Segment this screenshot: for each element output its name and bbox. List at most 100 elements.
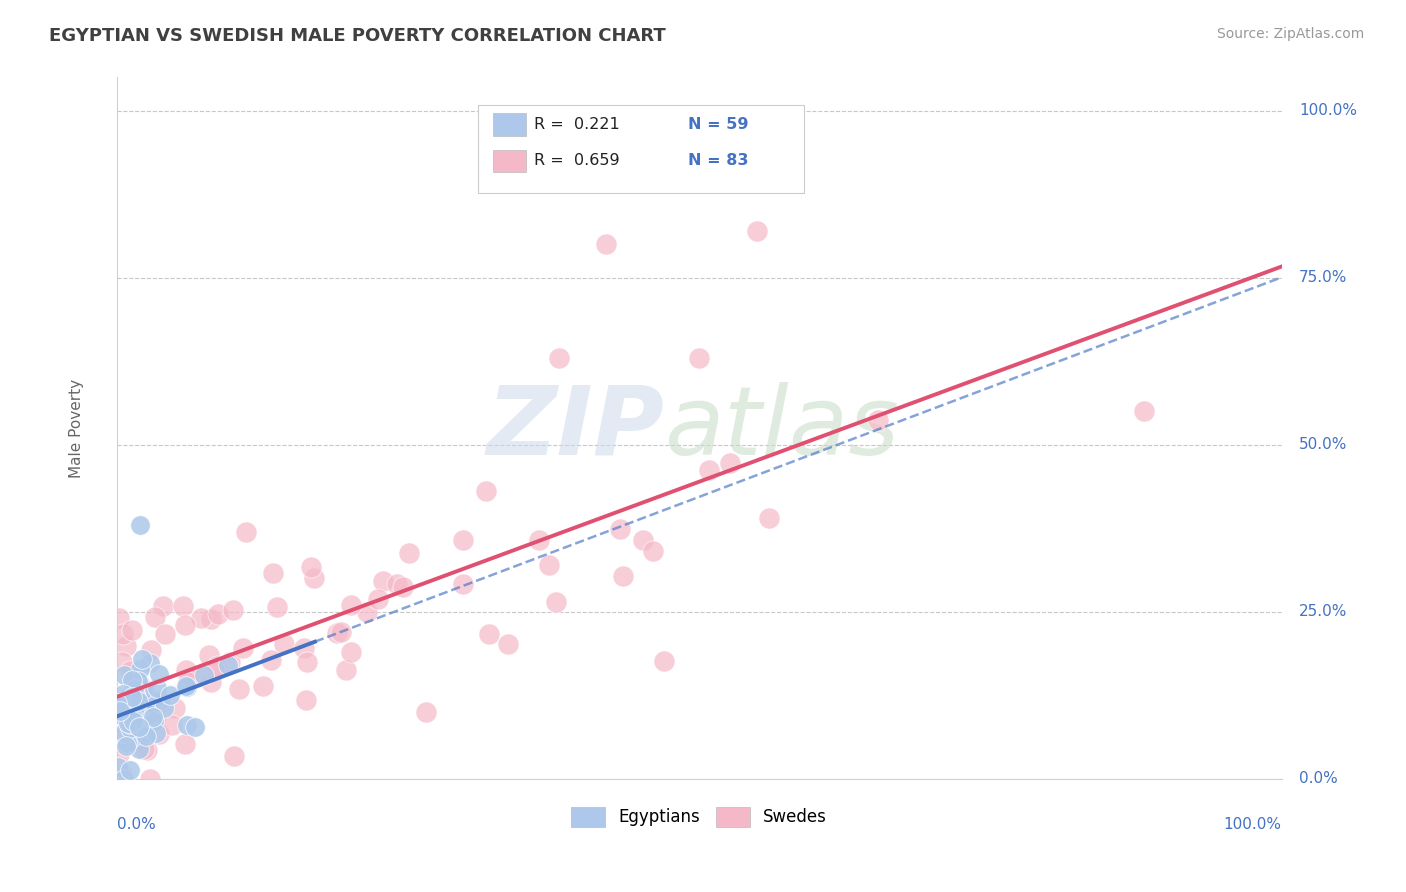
Point (127, 674, 149, 689)
Point (121, 711, 143, 725)
Text: EGYPTIAN VS SWEDISH MALE POVERTY CORRELATION CHART: EGYPTIAN VS SWEDISH MALE POVERTY CORRELA… (49, 27, 666, 45)
Text: Male Poverty: Male Poverty (69, 378, 83, 478)
Point (145, 726, 167, 740)
Point (115, 739, 138, 753)
Text: 0.0%: 0.0% (1299, 772, 1337, 787)
Point (148, 667, 170, 681)
Text: Source: ZipAtlas.com: Source: ZipAtlas.com (1216, 27, 1364, 41)
Point (190, 610, 212, 624)
Point (176, 680, 198, 694)
Point (108, 701, 131, 715)
Point (124, 685, 146, 699)
Point (207, 607, 229, 622)
Point (219, 655, 242, 669)
Point (145, 709, 167, 723)
Point (217, 657, 239, 672)
Point (108, 705, 131, 719)
Text: N = 83: N = 83 (688, 153, 748, 169)
Point (340, 599, 363, 613)
Point (295, 656, 318, 670)
Point (115, 714, 138, 728)
Point (159, 688, 181, 702)
Point (146, 681, 169, 695)
Point (111, 766, 134, 780)
Point (294, 692, 316, 706)
Point (186, 670, 208, 684)
Point (176, 717, 198, 731)
Point (631, 533, 654, 548)
Point (138, 707, 160, 722)
Point (117, 716, 139, 731)
Point (111, 655, 134, 669)
Point (162, 718, 184, 732)
Point (373, 574, 395, 589)
Point (415, 705, 437, 719)
Point (112, 726, 135, 740)
Point (200, 612, 222, 626)
Point (252, 679, 274, 693)
Point (697, 463, 720, 477)
Point (107, 747, 129, 762)
Point (114, 772, 136, 786)
Point (222, 602, 245, 616)
Point (548, 351, 571, 365)
Point (108, 611, 131, 625)
Point (299, 560, 322, 574)
Point (174, 738, 197, 752)
Point (120, 697, 142, 711)
Point (132, 742, 155, 756)
Point (174, 679, 197, 693)
Point (107, 760, 129, 774)
Point (108, 708, 131, 723)
Point (155, 627, 177, 641)
Point (1133, 404, 1156, 418)
Point (544, 595, 567, 609)
Point (367, 592, 389, 607)
Point (356, 605, 378, 619)
Point (718, 456, 741, 470)
Text: 100.0%: 100.0% (1299, 103, 1357, 119)
Point (132, 682, 155, 697)
FancyBboxPatch shape (478, 105, 804, 194)
Point (118, 689, 141, 703)
Point (451, 577, 474, 591)
Point (609, 522, 631, 536)
Point (139, 772, 162, 786)
Point (142, 710, 165, 724)
Point (612, 568, 634, 582)
Point (866, 413, 889, 427)
Point (149, 693, 172, 707)
Point (266, 599, 288, 614)
Point (143, 609, 166, 624)
Point (302, 571, 325, 585)
Point (142, 714, 165, 728)
Point (262, 566, 284, 580)
Point (398, 546, 420, 560)
Point (124, 700, 146, 714)
Point (340, 645, 363, 659)
Text: N = 59: N = 59 (688, 117, 748, 132)
Point (124, 681, 146, 696)
Point (114, 724, 136, 739)
Point (142, 696, 165, 710)
Point (127, 694, 149, 708)
Point (292, 641, 315, 656)
Point (177, 674, 200, 689)
Point (235, 524, 257, 539)
Point (326, 625, 349, 640)
Point (128, 720, 150, 734)
Point (200, 674, 222, 689)
Point (273, 637, 295, 651)
Point (174, 663, 197, 677)
Text: ZIP: ZIP (486, 382, 664, 475)
Point (131, 651, 153, 665)
Point (654, 654, 676, 668)
Point (222, 748, 245, 763)
Text: atlas: atlas (664, 382, 900, 475)
Point (120, 664, 142, 678)
Text: 0.0%: 0.0% (117, 817, 156, 832)
Point (120, 731, 142, 745)
Point (193, 668, 215, 682)
Point (173, 617, 195, 632)
Point (139, 656, 162, 670)
